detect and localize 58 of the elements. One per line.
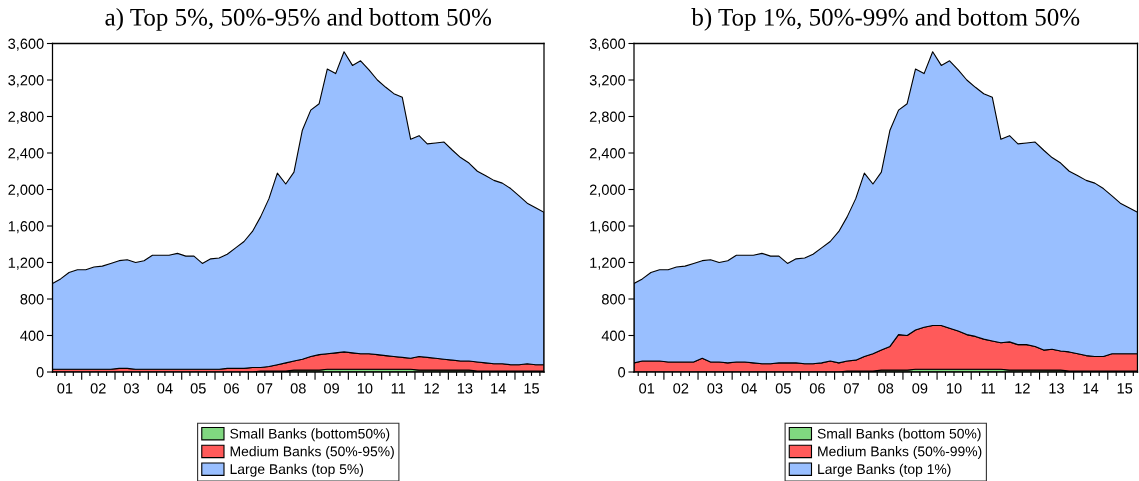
x-tick-label: 14 xyxy=(491,383,506,394)
chart-title: a) Top 5%, 50%-95% and bottom 50% xyxy=(105,8,492,31)
y-tick-label: 0 xyxy=(618,367,626,378)
x-tick-label: 04 xyxy=(157,383,173,394)
y-tick-label: 1,600 xyxy=(8,221,44,234)
y-tick-label: 2,800 xyxy=(589,111,626,124)
legend-label: Medium Banks (50%-99%) xyxy=(818,446,982,460)
y-tick-label: 3,200 xyxy=(589,75,626,88)
x-tick-label: 10 xyxy=(357,383,373,394)
x-tick-label: 01 xyxy=(57,383,73,394)
x-tick-label: 08 xyxy=(878,383,894,394)
x-tick-label: 10 xyxy=(946,383,962,394)
x-tick-label: 15 xyxy=(524,383,539,394)
x-tick-label: 02 xyxy=(90,383,106,394)
x-tick-label: 03 xyxy=(123,383,139,394)
x-tick-label: 15 xyxy=(1117,383,1133,394)
x-tick-label: 05 xyxy=(775,383,791,394)
y-tick-label: 800 xyxy=(601,294,626,305)
x-tick-label: 09 xyxy=(912,383,928,394)
x-tick-label: 14 xyxy=(1083,383,1099,394)
y-tick-label: 800 xyxy=(20,294,44,305)
x-tick-label: 08 xyxy=(290,383,306,394)
y-tick-label: 0 xyxy=(36,367,44,378)
x-tick-label: 06 xyxy=(809,383,825,394)
y-tick-label: 2,800 xyxy=(8,111,44,124)
x-tick-label: 01 xyxy=(639,383,655,394)
x-tick-label: 09 xyxy=(324,383,339,394)
chart-title: b) Top 1%, 50%-99% and bottom 50% xyxy=(691,8,1080,31)
y-tick-label: 1,200 xyxy=(8,257,44,270)
x-tick-label: 12 xyxy=(424,383,439,394)
legend-label: Small Banks (bottom50%) xyxy=(230,428,390,442)
y-tick-label: 3,600 xyxy=(8,38,44,51)
y-tick-label: 2,000 xyxy=(589,184,626,197)
legend-label: Large Banks (top 5%) xyxy=(230,463,364,477)
y-tick-label: 2,000 xyxy=(8,184,44,197)
y-tick-label: 1,600 xyxy=(590,221,626,234)
y-tick-label: 3,600 xyxy=(589,38,626,51)
y-tick-label: 3,200 xyxy=(8,75,44,88)
legend-label: Large Banks (top 1%) xyxy=(818,463,951,477)
y-tick-label: 400 xyxy=(601,330,626,341)
x-tick-label: 06 xyxy=(224,383,240,394)
legend-label: Medium Banks (50%-95%) xyxy=(230,446,394,460)
legend-label: Small Banks (bottom 50%) xyxy=(817,428,981,442)
y-tick-label: 1,200 xyxy=(590,257,626,270)
x-tick-label: 12 xyxy=(1015,383,1030,394)
x-tick-label: 03 xyxy=(707,383,723,394)
x-tick-label: 07 xyxy=(257,383,273,394)
x-tick-label: 13 xyxy=(457,383,473,394)
y-tick-label: 2,400 xyxy=(8,148,44,161)
x-tick-label: 05 xyxy=(190,383,206,394)
y-tick-label: 2,400 xyxy=(589,148,626,161)
x-tick-label: 11 xyxy=(391,383,406,394)
x-tick-label: 07 xyxy=(844,383,859,394)
y-tick-label: 400 xyxy=(20,330,44,341)
x-tick-label: 11 xyxy=(981,383,995,394)
x-tick-label: 04 xyxy=(741,383,757,394)
x-tick-label: 02 xyxy=(673,383,689,394)
x-tick-label: 13 xyxy=(1049,383,1064,394)
